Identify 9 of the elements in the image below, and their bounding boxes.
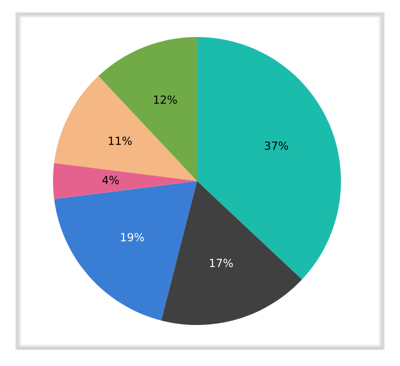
data-label: 11% [108,136,132,145]
data-label: 17% [210,258,233,268]
pie-slice [161,180,302,325]
data-label: 19% [121,232,144,242]
data-label: 12% [154,95,177,104]
data-label: 37% [264,141,288,150]
pie-slice [197,36,341,280]
pie-slice [53,162,197,200]
data-label: 4% [102,176,119,184]
